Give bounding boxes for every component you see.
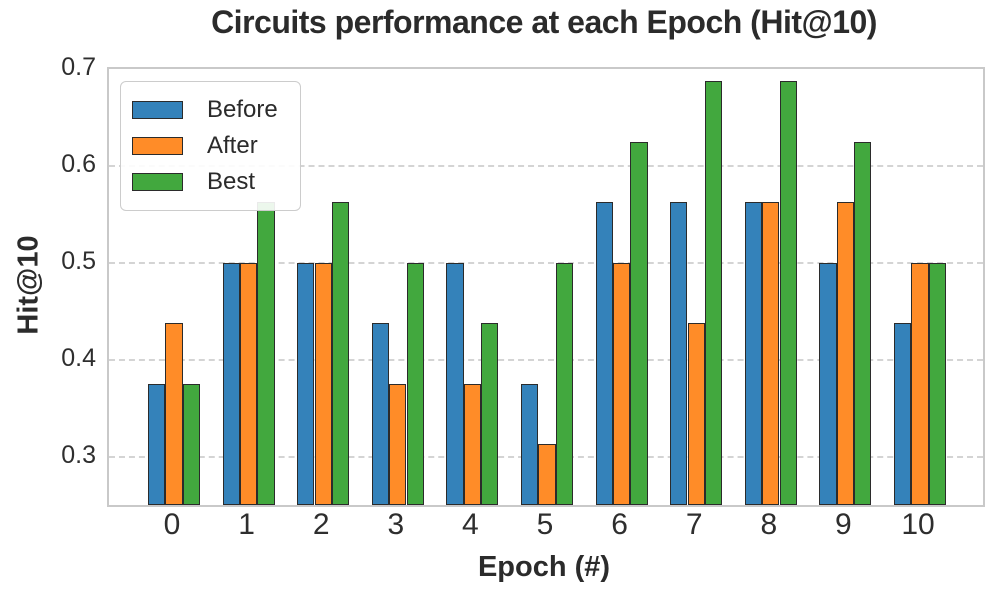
bar-before-epoch-0 xyxy=(147,383,166,505)
chart-title: Circuits performance at each Epoch (Hit@… xyxy=(211,4,877,40)
bar-before-epoch-2 xyxy=(297,262,315,505)
bar-after-epoch-6 xyxy=(612,262,631,505)
bar-before-epoch-6 xyxy=(595,202,613,505)
legend: Before After Best xyxy=(120,81,301,211)
legend-swatch xyxy=(132,137,183,155)
bar-after-epoch-3 xyxy=(389,383,407,505)
gridline xyxy=(109,164,983,167)
bar-best-epoch-4 xyxy=(481,323,499,505)
bar-best-epoch-3 xyxy=(406,262,424,505)
x-tick-label: 4 xyxy=(462,508,479,541)
bar-before-epoch-4 xyxy=(446,262,464,505)
bar-best-epoch-10 xyxy=(928,262,947,505)
bar-best-epoch-7 xyxy=(704,81,723,505)
x-tick-label: 0 xyxy=(163,508,181,541)
bar-best-epoch-9 xyxy=(854,141,872,505)
bar-after-epoch-8 xyxy=(762,202,780,505)
x-tick-label: 10 xyxy=(901,508,935,541)
y-tick-label: 0.3 xyxy=(61,440,96,469)
plot-area: Before After Best xyxy=(107,67,985,507)
legend-item: Best xyxy=(132,164,278,200)
bar-after-epoch-2 xyxy=(314,262,332,505)
x-tick-label: 9 xyxy=(835,508,852,541)
bar-best-epoch-0 xyxy=(182,383,201,505)
x-tick-label: 2 xyxy=(312,508,330,541)
bar-after-epoch-10 xyxy=(911,262,929,505)
bar-best-epoch-5 xyxy=(555,262,574,505)
bar-after-epoch-1 xyxy=(239,262,258,505)
gridline xyxy=(109,261,983,264)
legend-swatch xyxy=(132,101,183,119)
legend-label: Before xyxy=(207,96,278,123)
bar-after-epoch-5 xyxy=(538,444,556,505)
bar-before-epoch-5 xyxy=(520,383,539,505)
legend-swatch xyxy=(132,173,183,191)
x-tick-label: 1 xyxy=(238,508,255,541)
bar-best-epoch-6 xyxy=(630,141,648,505)
y-tick-label: 0.7 xyxy=(61,53,96,81)
x-tick-label: 7 xyxy=(685,508,703,541)
bar-before-epoch-3 xyxy=(371,323,390,505)
x-axis-label: Epoch (#) xyxy=(477,551,611,583)
bar-before-epoch-7 xyxy=(670,202,688,505)
bar-before-epoch-8 xyxy=(744,202,763,505)
gridline xyxy=(109,358,983,361)
x-tick-label: 5 xyxy=(536,508,554,541)
y-tick-label: 0.5 xyxy=(61,246,96,275)
legend-item: After xyxy=(132,128,278,164)
x-tick-label: 8 xyxy=(760,508,778,541)
bar-after-epoch-9 xyxy=(836,202,855,505)
bar-best-epoch-2 xyxy=(331,202,350,505)
bar-before-epoch-10 xyxy=(893,323,912,505)
x-tick-label: 3 xyxy=(387,508,405,541)
bar-before-epoch-1 xyxy=(222,262,240,505)
legend-item: Before xyxy=(132,92,278,128)
y-tick-label: 0.4 xyxy=(61,343,96,372)
bar-before-epoch-9 xyxy=(819,262,837,505)
y-tick-label: 0.6 xyxy=(61,149,96,178)
bar-best-epoch-8 xyxy=(779,81,797,505)
bar-after-epoch-4 xyxy=(463,383,482,505)
x-tick-label: 6 xyxy=(611,508,628,541)
bar-after-epoch-0 xyxy=(165,323,183,505)
bar-best-epoch-1 xyxy=(257,202,275,505)
legend-label: After xyxy=(207,132,258,159)
bar-after-epoch-7 xyxy=(687,323,705,505)
legend-label: Best xyxy=(207,168,256,195)
